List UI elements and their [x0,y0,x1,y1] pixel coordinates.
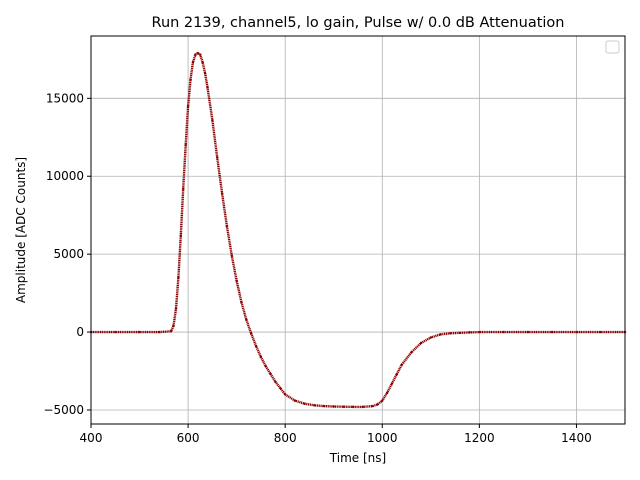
data-point [385,391,389,395]
data-point [478,330,481,334]
data-point [259,355,263,359]
data-point [189,78,192,81]
data-point [293,399,297,402]
x-tick-label: 400 [80,431,103,445]
data-point [279,386,282,390]
data-point [225,224,229,228]
data-point [177,276,180,279]
data-point [245,318,248,321]
data-point [502,330,505,334]
data-point [114,330,117,334]
data-point [400,363,403,366]
data-point [194,53,197,56]
data-point [254,344,258,348]
data-point [458,331,462,335]
data-point [468,331,471,334]
data-point [439,333,442,336]
legend-box [605,40,620,54]
x-tick-label: 1000 [367,431,398,445]
data-point [342,405,345,408]
data-point [599,330,602,334]
x-tick-label: 1400 [561,431,592,445]
x-tick-label: 600 [177,431,200,445]
axis-ticks: 400 600 800 1000 1200 1400 −5000 0 5000 10000 1500… [43,91,591,445]
data-point [274,380,277,384]
data-point [196,51,199,55]
data-point [264,365,267,368]
chart-title: Run 2139, channel5, lo gain, Pulse w/ 0.… [152,15,565,31]
data-point [199,53,202,56]
data-point [191,61,195,64]
data-point [395,372,399,376]
data-point [206,86,209,89]
data-point [410,351,413,354]
data-point [201,61,204,64]
y-tick-label: −5000 [43,403,84,417]
data-point [313,404,316,407]
data-point [250,332,253,335]
data-point [211,118,214,122]
data-point [376,403,379,406]
data-point [179,234,183,237]
data-points [89,51,627,409]
data-point [230,254,233,257]
y-tick-label: 15000 [46,91,84,105]
data-point [381,399,384,402]
data-point [157,330,161,334]
data-point [186,104,190,108]
data-point [332,405,335,408]
data-point [235,279,238,282]
data-point [429,336,433,339]
data-point [390,382,394,385]
x-tick-label: 800 [274,431,297,445]
plot-frame [90,35,626,425]
data-point [550,330,554,334]
data-point [182,187,185,190]
data-point [419,341,423,345]
data-point [216,156,219,159]
data-point [361,405,365,409]
data-point [220,192,224,195]
data-point [303,402,306,405]
data-point [184,143,187,147]
data-point [371,404,374,408]
y-tick-label: 10000 [46,169,84,183]
data-point [172,324,175,328]
data-point [138,330,141,334]
data-point [240,301,243,304]
data-point [449,332,452,335]
data-point [283,393,287,396]
x-tick-label: 1200 [464,431,495,445]
data-point [322,404,326,408]
x-axis-label: Time [ns] [329,451,386,465]
data-point [169,330,173,333]
y-tick-label: 5000 [53,247,84,261]
data-point [174,307,178,310]
data-point [203,72,207,75]
data-point [351,405,355,409]
data-point [269,372,272,376]
data-point [526,330,530,334]
data-point [575,330,578,334]
y-tick-label: 0 [76,325,84,339]
y-axis-label: Amplitude [ADC Counts] [14,157,28,303]
